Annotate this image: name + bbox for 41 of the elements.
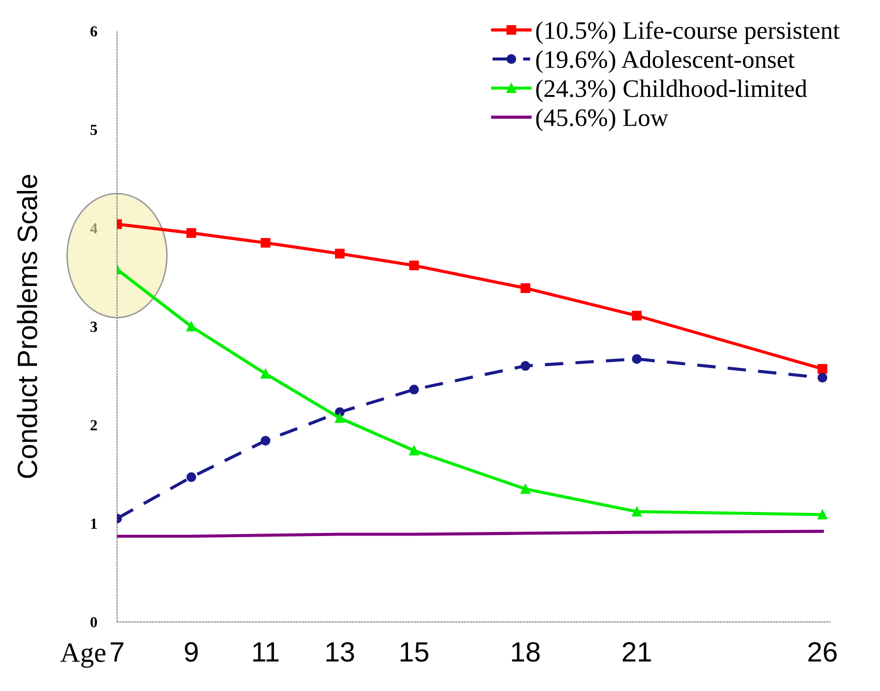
y-tick-label: 5: [90, 124, 98, 136]
x-tick-label: 7: [110, 642, 124, 662]
x-tick-label: 15: [400, 642, 428, 662]
y-axis-title: Conduct Problems Scale: [16, 174, 38, 478]
point: [409, 384, 419, 394]
point: [260, 238, 270, 248]
x-tick-label: 13: [326, 642, 354, 662]
y-tick-label: 3: [90, 322, 98, 332]
y-tick-label: 6: [90, 26, 98, 37]
legend-label: (19.6%) Adolescent-onset: [536, 50, 795, 74]
point: [632, 310, 642, 321]
point: [334, 248, 345, 258]
y-tick-label: 2: [90, 420, 97, 430]
point: [632, 506, 642, 516]
x-tick-label: 11: [253, 642, 279, 662]
point: [186, 228, 196, 238]
point: [409, 446, 419, 456]
y-tick-label: 1: [91, 518, 97, 529]
point: [818, 364, 828, 374]
x-axis-title: Age: [60, 643, 106, 668]
x-tick-label: 21: [622, 642, 651, 662]
point: [334, 413, 345, 423]
point: [520, 484, 530, 494]
point: [186, 322, 196, 332]
legend-label: (10.5%) Life-course persistent: [536, 21, 840, 44]
x-tick-label: 26: [808, 642, 837, 662]
point: [520, 283, 530, 293]
point: [520, 361, 530, 371]
y-tick-label: 0: [90, 617, 98, 628]
point: [632, 354, 642, 364]
point: [260, 368, 270, 379]
point: [818, 372, 828, 383]
point: [409, 260, 419, 270]
point: [818, 510, 828, 520]
point: [260, 436, 270, 446]
legend-label: (24.3%) Childhood-limited: [536, 79, 807, 102]
point: [186, 472, 196, 482]
x-tick-label: 9: [184, 642, 198, 662]
y-tick-label: 4: [90, 223, 98, 234]
legend-label: (45.6%) Low: [536, 108, 668, 132]
x-tick-label: 18: [512, 642, 540, 662]
